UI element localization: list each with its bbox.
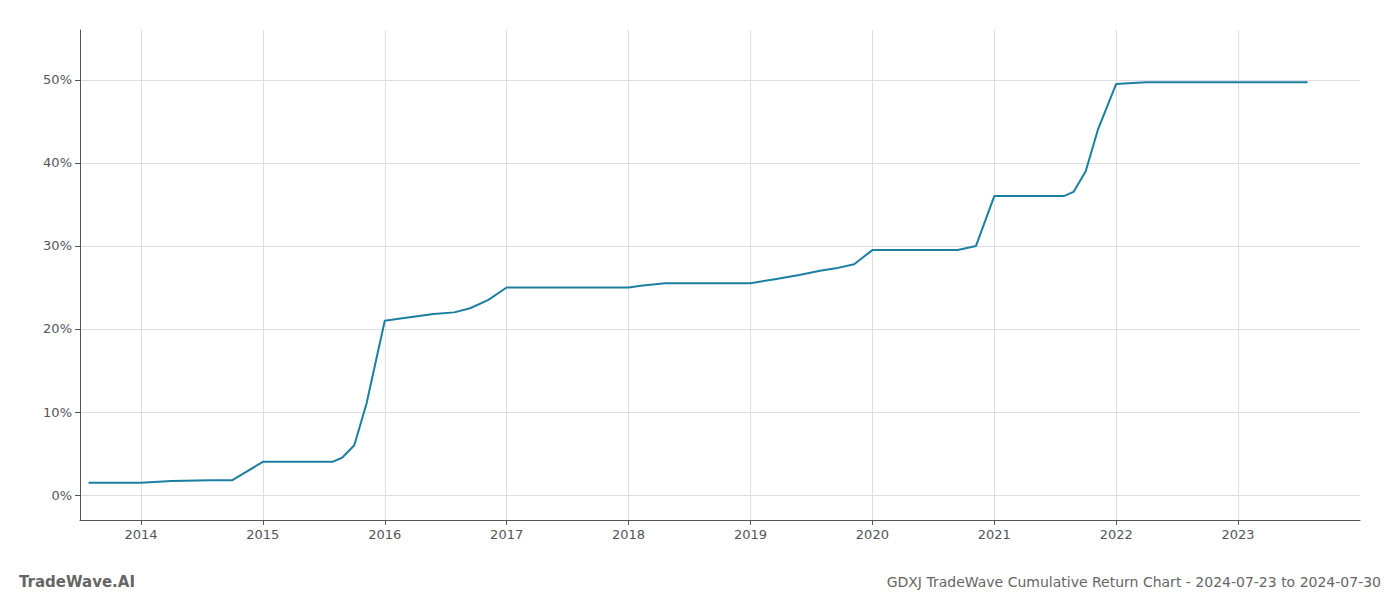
svg-text:2019: 2019	[734, 527, 767, 542]
svg-text:2014: 2014	[124, 527, 157, 542]
svg-text:40%: 40%	[43, 155, 72, 170]
svg-text:20%: 20%	[43, 321, 72, 336]
svg-text:30%: 30%	[43, 238, 72, 253]
svg-text:2015: 2015	[246, 527, 279, 542]
svg-text:2021: 2021	[978, 527, 1011, 542]
svg-text:2016: 2016	[368, 527, 401, 542]
svg-text:2023: 2023	[1222, 527, 1255, 542]
svg-text:TradeWave.AI: TradeWave.AI	[19, 573, 135, 591]
svg-text:2017: 2017	[490, 527, 523, 542]
svg-text:50%: 50%	[43, 72, 72, 87]
svg-text:2020: 2020	[856, 527, 889, 542]
svg-text:2018: 2018	[612, 527, 645, 542]
svg-text:GDXJ TradeWave Cumulative Retu: GDXJ TradeWave Cumulative Return Chart -…	[887, 574, 1381, 590]
svg-text:10%: 10%	[43, 405, 72, 420]
svg-text:2022: 2022	[1100, 527, 1133, 542]
svg-text:0%: 0%	[51, 488, 72, 503]
